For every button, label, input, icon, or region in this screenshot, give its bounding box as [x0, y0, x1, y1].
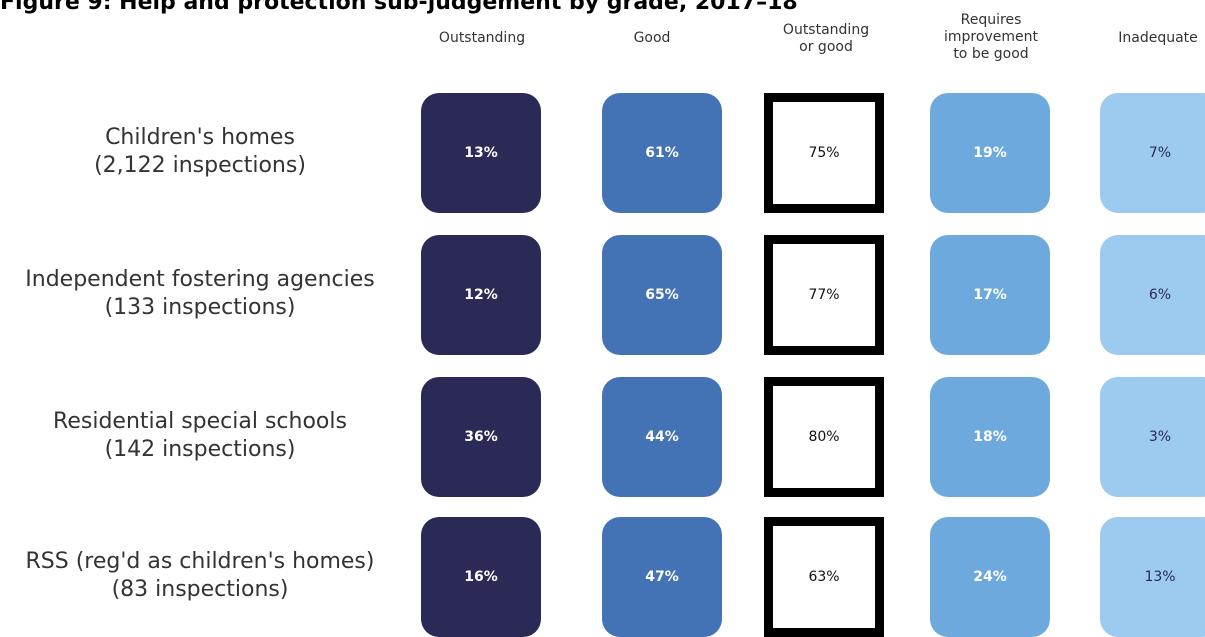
tile-requires-improvement: 18% [930, 377, 1050, 497]
tile-inadequate: 3% [1100, 377, 1205, 497]
row-label-inspections: (2,122 inspections) [94, 153, 306, 178]
row-label: Residential special schools (142 inspecti… [0, 408, 400, 464]
tile-outstanding: 13% [421, 93, 541, 213]
tile-outstanding-or-good: 77% [764, 235, 884, 355]
tile-requires-improvement: 24% [930, 517, 1050, 637]
tile-inadequate: 7% [1100, 93, 1205, 213]
row-label-name: Children's homes [105, 125, 295, 150]
row-label: Children's homes (2,122 inspections) [0, 124, 400, 180]
tile-outstanding-or-good: 63% [764, 517, 884, 637]
tile-outstanding: 36% [421, 377, 541, 497]
column-header-requires-improvement: Requires improvement to be good [944, 12, 1038, 62]
row-label-name: Residential special schools [53, 409, 347, 434]
tile-good: 44% [602, 377, 722, 497]
row-label-name: RSS (reg'd as children's homes) [25, 549, 375, 574]
row-label: Independent fostering agencies (133 inspe… [0, 266, 400, 322]
chart-title: Figure 9: Help and protection sub-judgem… [0, 0, 798, 15]
tile-outstanding-or-good: 80% [764, 377, 884, 497]
tile-outstanding: 16% [421, 517, 541, 637]
column-header-outstanding-or-good: Outstanding or good [782, 22, 870, 55]
column-header-outstanding: Outstanding [438, 30, 526, 46]
row-label: RSS (reg'd as children's homes) (83 inspe… [0, 548, 400, 604]
column-header-good: Good [633, 30, 671, 46]
tile-good: 65% [602, 235, 722, 355]
tile-requires-improvement: 17% [930, 235, 1050, 355]
tile-outstanding-or-good: 75% [764, 93, 884, 213]
row-label-inspections: (142 inspections) [104, 437, 296, 462]
tile-inadequate: 13% [1100, 517, 1205, 637]
row-label-name: Independent fostering agencies [25, 267, 375, 292]
tile-requires-improvement: 19% [930, 93, 1050, 213]
tile-good: 47% [602, 517, 722, 637]
column-header-inadequate: Inadequate [1118, 30, 1198, 46]
tile-outstanding: 12% [421, 235, 541, 355]
row-label-inspections: (83 inspections) [111, 577, 289, 602]
tile-good: 61% [602, 93, 722, 213]
row-label-inspections: (133 inspections) [104, 295, 296, 320]
tile-inadequate: 6% [1100, 235, 1205, 355]
